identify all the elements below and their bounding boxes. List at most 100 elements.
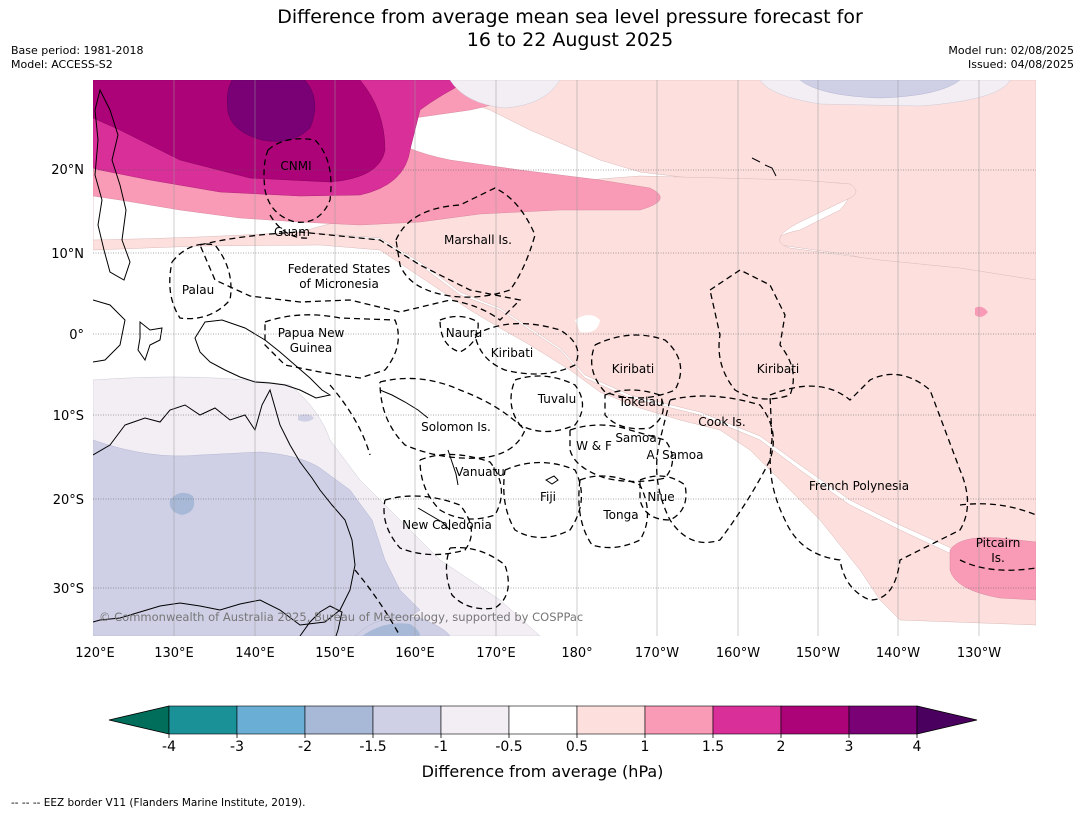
label-samoa: Samoa [615, 431, 656, 445]
eez-marshall [395, 187, 536, 298]
colorbar-tick-label: 3 [845, 739, 854, 755]
colorbar-label: Difference from average (hPa) [421, 762, 664, 781]
label-tokelau: Tokelau [618, 395, 664, 409]
title-line-2: 16 to 22 August 2025 [466, 29, 674, 51]
model-run: Model run: 02/08/2025 [948, 44, 1074, 57]
title-line-1: Difference from average mean sea level p… [277, 6, 863, 28]
colorbar-swatch [576, 705, 646, 735]
eez-fsm [199, 231, 522, 321]
colorbar-swatch [236, 705, 306, 735]
colorbar-swatch [168, 705, 238, 735]
colorbar-tick-label: -1.5 [359, 739, 386, 755]
colorbar-extend-under [108, 705, 170, 735]
sulawesi-coast [137, 320, 163, 362]
label-pitcairn-1: Pitcairn [976, 536, 1021, 550]
label-solomon: Solomon Is. [421, 420, 491, 434]
colorbar-swatch [848, 705, 918, 735]
issued-date: Issued: 04/08/2025 [967, 58, 1074, 71]
lat-tick: 30°S [53, 582, 84, 597]
fiji-islands [545, 475, 559, 485]
australia-coast [93, 388, 356, 626]
colorbar-tick-label: 0.5 [566, 739, 588, 755]
borneo-coast [93, 299, 126, 363]
lon-tick: 140°W [876, 646, 920, 661]
colorbar-tick-label: -0.5 [495, 739, 522, 755]
eez-australia [329, 384, 401, 636]
lat-tick: 10°S [53, 409, 84, 424]
anomaly-band-3-4 [226, 80, 316, 142]
label-vanuatu: Vanuatu [455, 465, 505, 479]
colorbar-swatch [644, 705, 714, 735]
colorbar: -4 -3 -2 -1.5 -1 -0.5 0.5 1 1.5 2 3 4 [108, 705, 978, 755]
meta-right: Model run: 02/08/2025 Issued: 04/08/2025 [948, 44, 1074, 72]
map-title: Difference from average mean sea level p… [0, 6, 1085, 52]
colorbar-swatch [508, 705, 578, 735]
nz-coast [299, 605, 343, 636]
label-fiji: Fiji [540, 490, 556, 504]
eez-footnote: -- -- -- EEZ border V11 (Flanders Marine… [11, 797, 306, 809]
vanuatu-islands [447, 449, 459, 486]
label-png-2: Guinea [290, 341, 333, 355]
label-fsm-2: of Micronesia [299, 277, 379, 291]
new-guinea-coast [194, 319, 332, 399]
map-plot-area: CNMI Guam Marshall Is. Federated States … [93, 80, 1036, 636]
label-fsm-1: Federated States [288, 262, 390, 276]
colorbar-swatch [372, 705, 442, 735]
colorbar-extend-over [916, 705, 978, 735]
anomaly-band-neg-1-1.5-ne [799, 80, 961, 99]
anomaly-band-neg-1.5-2 [169, 492, 195, 515]
anomaly-band-neg-1-1.5 [93, 439, 421, 636]
label-cook: Cook Is. [698, 415, 745, 429]
anomaly-small-patch [975, 306, 988, 317]
lat-tick: 0° [69, 328, 84, 343]
eez-palau [169, 243, 232, 320]
eez-nauru [439, 315, 479, 353]
lon-tick: 170°W [635, 646, 679, 661]
colorbar-tick-label: 1.5 [702, 739, 724, 755]
lon-tick: 140°E [235, 646, 275, 661]
lon-tick: 150°E [315, 646, 355, 661]
lat-tick: 20°S [53, 493, 84, 508]
colorbar-swatch [712, 705, 782, 735]
colorbar-tick-label: 2 [777, 739, 786, 755]
hawaii-islands [751, 157, 777, 177]
anomaly-band-neg-1-1.5-west [298, 414, 314, 422]
label-american-samoa: A. Samoa [647, 448, 704, 462]
lon-tick: 130°E [154, 646, 194, 661]
eez-png [264, 314, 399, 379]
lat-tick: 20°N [51, 163, 84, 178]
lon-tick: 170°E [476, 646, 516, 661]
lon-tick: 120°E [75, 646, 115, 661]
model-name: Model: ACCESS-S2 [11, 58, 113, 71]
lon-tick: 130°W [957, 646, 1001, 661]
label-kiribati-west: Kiribati [491, 346, 533, 360]
label-nauru: Nauru [446, 326, 482, 340]
copyright-notice: © Commonwealth of Australia 2025, Bureau… [99, 610, 583, 624]
eez-niue [639, 475, 687, 521]
label-wf: W & F [576, 439, 612, 453]
philippines-coast [94, 88, 131, 281]
eez-borders [169, 138, 1036, 636]
eez-kiribati-w [474, 322, 579, 375]
anomaly-band-0.5-1-north [299, 175, 1036, 561]
colorbar-swatch [780, 705, 850, 735]
lon-tick: 180° [561, 646, 592, 661]
colorbar-tick-label: -2 [298, 739, 312, 755]
label-niue: Niue [647, 490, 674, 504]
label-palau: Palau [182, 283, 214, 297]
coastlines [93, 88, 777, 636]
label-marshall: Marshall Is. [444, 233, 512, 247]
new-caledonia [417, 507, 451, 531]
lon-tick: 160°E [395, 646, 435, 661]
eez-tonga [578, 475, 649, 549]
colorbar-tick-label: 4 [913, 739, 922, 755]
label-tonga: Tonga [602, 508, 638, 522]
lat-tick: 10°N [51, 247, 84, 262]
graticule [93, 169, 1036, 589]
meta-left: Base period: 1981-2018 Model: ACCESS-S2 [11, 44, 143, 72]
eez-cnmi [263, 138, 332, 223]
eez-solomon [379, 377, 526, 459]
eez-vanuatu [419, 453, 502, 520]
eez-tuvalu [510, 375, 584, 433]
label-french-polynesia: French Polynesia [809, 479, 909, 493]
